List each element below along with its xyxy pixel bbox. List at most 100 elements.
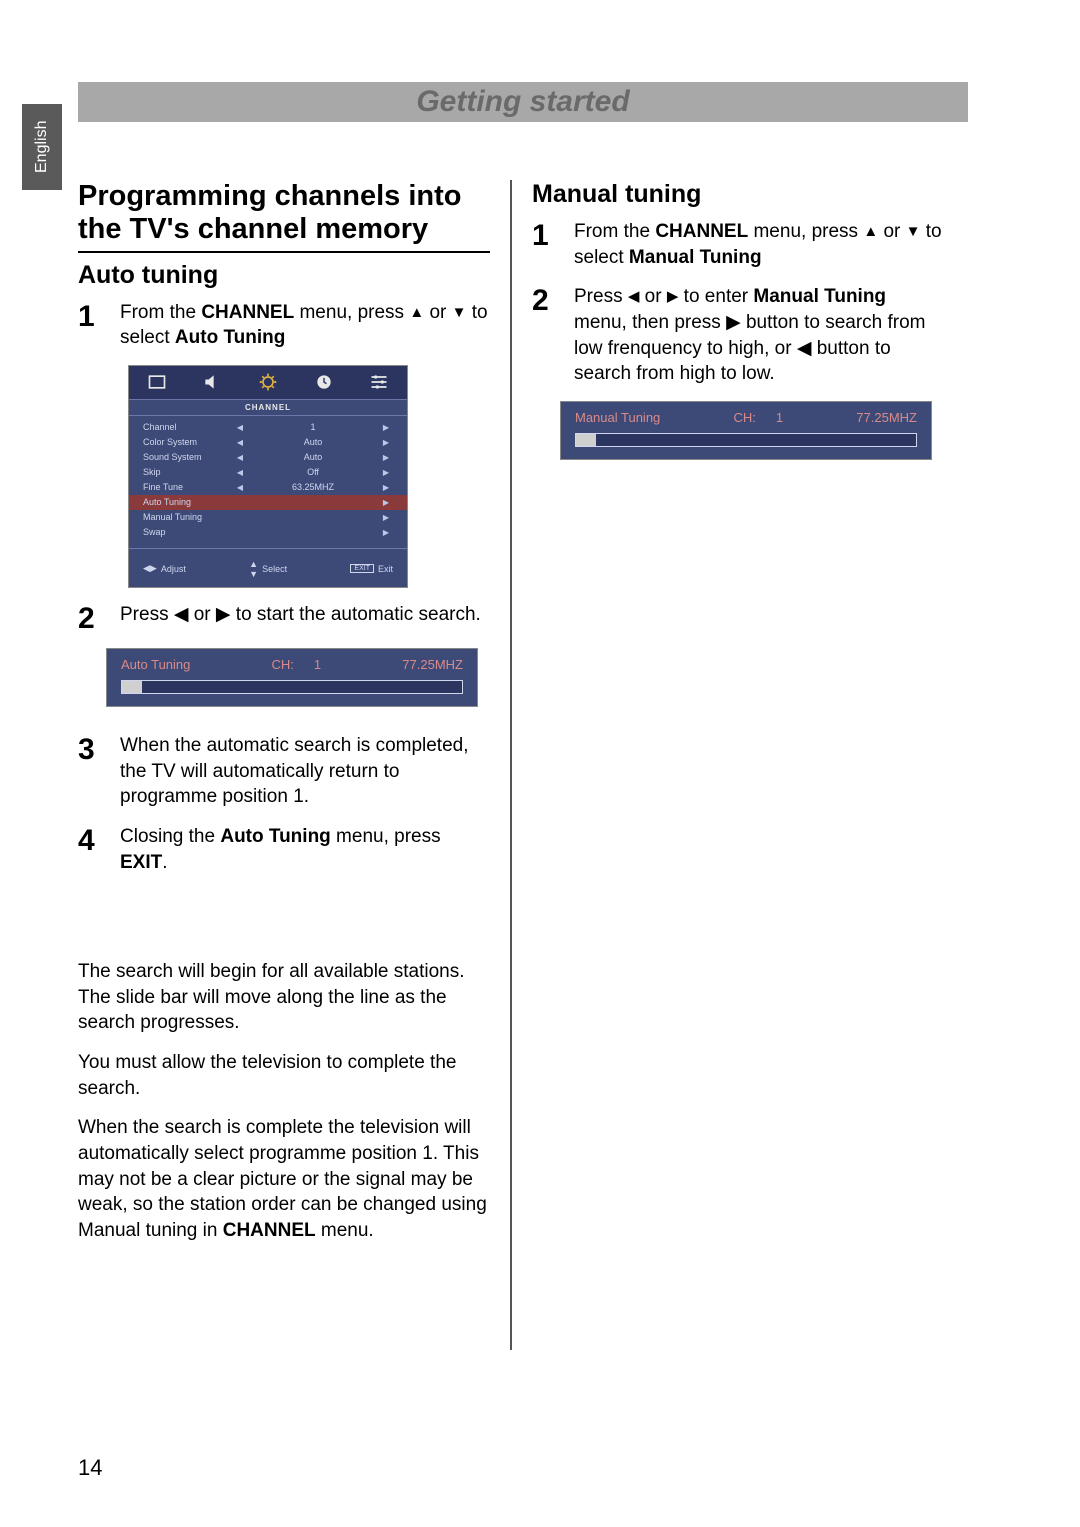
updown-icon: ▲▼	[249, 559, 258, 579]
osd-row: Color System◀Auto▶	[143, 435, 393, 450]
t: menu, press	[294, 302, 409, 323]
t: CHANNEL	[655, 221, 748, 242]
osd-row-label: Color System	[143, 437, 233, 447]
step-number: 2	[532, 284, 574, 387]
osd-tab-bar	[129, 366, 407, 400]
osd-row: Sound System◀Auto▶	[143, 450, 393, 465]
osd-row-label: Manual Tuning	[143, 512, 233, 522]
section-title: Programming channels into the TV's chann…	[78, 180, 490, 253]
t: or	[424, 302, 451, 323]
progress-fill	[122, 681, 142, 693]
right-arrow-icon: ▶	[379, 438, 393, 447]
subsection-title: Manual tuning	[532, 180, 944, 209]
osd-row-label: Auto Tuning	[143, 497, 233, 507]
osd-row-label: Swap	[143, 527, 233, 537]
step-text: From the CHANNEL menu, press ▲ or ▼ to s…	[574, 219, 944, 270]
t: Auto Tuning	[220, 826, 330, 847]
left-triangle-icon: ◀	[628, 287, 640, 307]
t: Press	[574, 286, 628, 307]
subsection-title: Auto tuning	[78, 261, 490, 290]
tuning-header: Auto Tuning CH:1 77.25MHZ	[121, 657, 463, 672]
osd-row: Manual Tuning ▶	[143, 510, 393, 525]
osd-channel-menu: CHANNEL Channel◀1▶Color System◀Auto▶Soun…	[128, 365, 408, 588]
right-arrow-icon: ▶	[379, 498, 393, 507]
progress-fill	[576, 434, 596, 446]
step-2: 2 Press ◀ or ▶ to enter Manual Tuning me…	[532, 284, 944, 387]
t: From the	[574, 221, 655, 242]
t: 1	[314, 657, 321, 672]
osd-row-label: Fine Tune	[143, 482, 233, 492]
right-arrow-icon: ▶	[379, 468, 393, 477]
t: 1	[776, 410, 783, 425]
t: Exit	[378, 564, 393, 574]
tuning-ch: CH:1	[272, 657, 322, 672]
osd-row: Skip◀Off▶	[143, 465, 393, 480]
manual-tuning-bar: Manual Tuning CH:1 77.25MHZ	[560, 401, 932, 460]
language-tab: English	[22, 104, 62, 190]
osd-row: Fine Tune◀63.25MHZ▶	[143, 480, 393, 495]
up-triangle-icon: ▲	[409, 303, 424, 323]
right-arrow-icon: ▶	[379, 423, 393, 432]
step-1: 1 From the CHANNEL menu, press ▲ or ▼ to…	[78, 300, 490, 351]
t: Manual Tuning	[753, 286, 886, 307]
page-header: Getting started	[78, 82, 968, 122]
osd-row-label: Channel	[143, 422, 233, 432]
osd-row-value: Off	[247, 467, 379, 477]
channel-tab-icon	[257, 371, 279, 393]
osd-footer-select: ▲▼ Select	[249, 559, 287, 579]
osd-row-value: 1	[247, 422, 379, 432]
step-text: From the CHANNEL menu, press ▲ or ▼ to s…	[120, 300, 490, 351]
t: Manual Tuning	[629, 247, 762, 268]
step-text: When the automatic search is completed, …	[120, 733, 490, 810]
step-2: 2 Press ◀ or ▶ to start the automatic se…	[78, 602, 490, 634]
step-number: 1	[532, 219, 574, 270]
t: Auto Tuning	[175, 327, 285, 348]
paragraph: The search will begin for all available …	[78, 959, 490, 1036]
left-arrow-icon: ◀	[233, 438, 247, 447]
step-3: 3 When the automatic search is completed…	[78, 733, 490, 810]
t: CHANNEL	[223, 1220, 316, 1241]
t: menu, press	[748, 221, 863, 242]
right-column: Manual tuning 1 From the CHANNEL menu, p…	[514, 180, 944, 1350]
right-arrow-icon: ▶	[379, 513, 393, 522]
left-arrow-icon: ◀	[233, 483, 247, 492]
osd-row-value: Auto	[247, 452, 379, 462]
left-arrow-icon: ◀	[233, 453, 247, 462]
step-number: 4	[78, 824, 120, 875]
osd-row: Swap▶	[143, 525, 393, 540]
progress-track	[575, 433, 917, 447]
osd-rows: Channel◀1▶Color System◀Auto▶Sound System…	[129, 416, 407, 548]
step-number: 3	[78, 733, 120, 810]
progress-track	[121, 680, 463, 694]
picture-tab-icon	[146, 371, 168, 393]
tuning-ch: CH:1	[733, 410, 783, 425]
sound-tab-icon	[201, 371, 223, 393]
tuning-title: Manual Tuning	[575, 410, 660, 425]
tuning-title: Auto Tuning	[121, 657, 190, 672]
left-column: Programming channels into the TV's chann…	[78, 180, 508, 1350]
t: menu.	[316, 1220, 374, 1241]
t: or	[878, 221, 905, 242]
osd-footer: ◀▶Adjust ▲▼ Select EXIT Exit	[129, 548, 407, 587]
up-triangle-icon: ▲	[863, 222, 878, 242]
page-number: 14	[78, 1455, 102, 1481]
t: Select	[262, 564, 287, 574]
osd-row: Auto Tuning ▶	[129, 495, 407, 510]
osd-row-value: Auto	[247, 437, 379, 447]
tuning-freq: 77.25MHZ	[856, 410, 917, 425]
right-arrow-icon: ▶	[379, 453, 393, 462]
osd-row: Channel◀1▶	[143, 420, 393, 435]
osd-row-label: Skip	[143, 467, 233, 477]
osd-row-label: Sound System	[143, 452, 233, 462]
column-divider	[510, 180, 512, 1350]
down-triangle-icon: ▼	[452, 303, 467, 323]
t: or	[639, 286, 666, 307]
auto-tuning-bar: Auto Tuning CH:1 77.25MHZ	[106, 648, 478, 707]
osd-footer-adjust: ◀▶Adjust	[143, 559, 186, 579]
t: From the	[120, 302, 201, 323]
t: EXIT	[120, 852, 162, 873]
left-arrow-icon: ◀	[233, 468, 247, 477]
t: to enter	[678, 286, 753, 307]
exit-box-icon: EXIT	[350, 564, 374, 573]
t: CHANNEL	[201, 302, 294, 323]
